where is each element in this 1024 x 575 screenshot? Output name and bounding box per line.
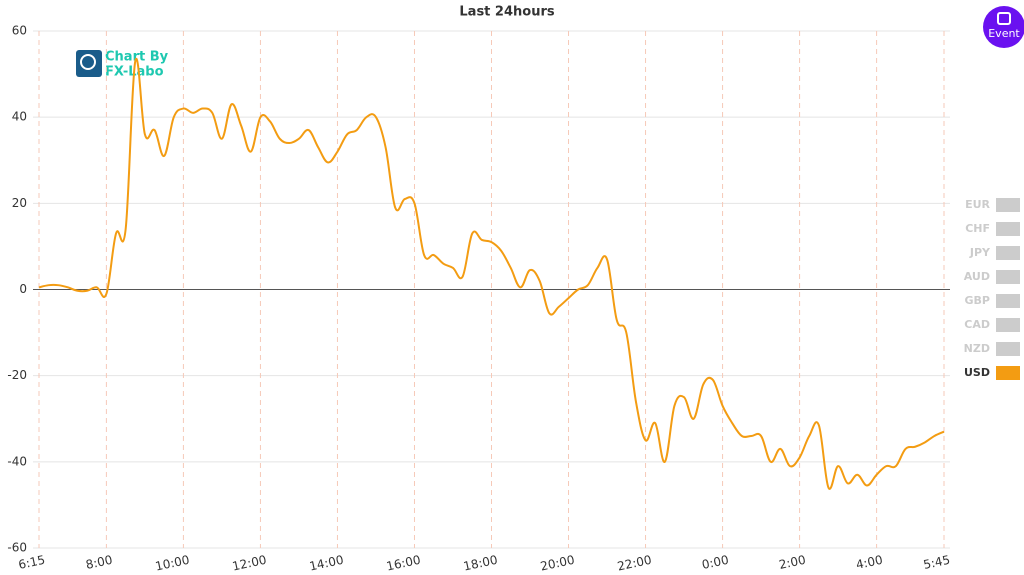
legend-swatch[interactable] <box>996 198 1020 212</box>
y-tick-label: -20 <box>7 368 27 382</box>
legend-label[interactable]: NZD <box>964 342 990 355</box>
x-tick-label: 4:00 <box>855 553 884 571</box>
logo: Chart By FX-Labo <box>76 50 169 80</box>
event-icon <box>997 12 1011 25</box>
legend-label[interactable]: AUD <box>964 270 990 283</box>
y-tick-label: 60 <box>12 24 27 38</box>
x-tick-label: 0:00 <box>701 553 730 571</box>
logo-icon <box>76 50 102 77</box>
legend-swatch[interactable] <box>996 222 1020 236</box>
legend-label[interactable]: EUR <box>965 198 990 211</box>
legend-swatch[interactable] <box>996 366 1020 380</box>
x-tick-label: 20:00 <box>539 553 576 571</box>
legend-swatch[interactable] <box>996 342 1020 356</box>
x-tick-label: 10:00 <box>154 553 191 571</box>
legend-label[interactable]: CAD <box>964 318 990 331</box>
x-tick-label: 12:00 <box>231 553 268 571</box>
x-tick-label: 14:00 <box>308 553 345 571</box>
legend-label[interactable]: JPY <box>969 246 991 259</box>
x-tick-label: 18:00 <box>462 553 499 571</box>
line-series <box>38 57 945 490</box>
legend-swatch[interactable] <box>996 294 1020 308</box>
chart-title: Last 24hours <box>459 5 554 20</box>
y-tick-label: 40 <box>12 110 27 124</box>
legend-swatch[interactable] <box>996 246 1020 260</box>
y-tick-label: -60 <box>7 541 27 555</box>
event-button[interactable]: Event <box>983 6 1024 48</box>
legend-label[interactable]: GBP <box>965 294 990 307</box>
x-tick-label: 6:15 <box>17 553 46 571</box>
legend-label[interactable]: USD <box>964 366 990 379</box>
x-tick-label: 2:00 <box>778 553 807 571</box>
x-tick-label: 8:00 <box>84 553 113 571</box>
x-tick-label: 5:45 <box>922 553 951 571</box>
logo-icon <box>80 54 96 70</box>
y-tick-label: 20 <box>12 196 27 210</box>
legend-swatch[interactable] <box>996 270 1020 284</box>
event-button-bg[interactable] <box>983 6 1024 48</box>
x-tick-label: 16:00 <box>385 553 422 571</box>
legend-swatch[interactable] <box>996 318 1020 332</box>
y-tick-label: -40 <box>7 454 27 468</box>
event-label[interactable]: Event <box>988 27 1020 40</box>
legend-label[interactable]: CHF <box>965 222 990 235</box>
y-tick-label: 0 <box>19 282 27 296</box>
x-tick-label: 22:00 <box>616 553 653 571</box>
logo-text: Chart By <box>105 50 169 65</box>
